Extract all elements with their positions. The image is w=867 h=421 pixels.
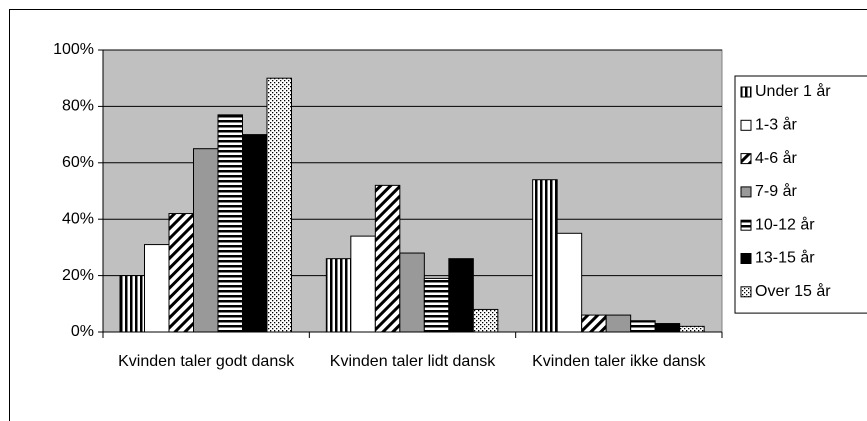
bar bbox=[532, 179, 558, 333]
bar bbox=[679, 325, 705, 333]
bar bbox=[630, 320, 656, 333]
bar bbox=[448, 258, 474, 333]
y-tick-label: 20% bbox=[62, 267, 94, 284]
bar bbox=[217, 114, 243, 333]
bar bbox=[168, 213, 194, 333]
legend-swatch bbox=[740, 186, 752, 198]
legend-label: 10-12 år bbox=[755, 215, 815, 233]
legend-label: 1-3 år bbox=[755, 116, 797, 134]
legend-swatch bbox=[740, 86, 752, 98]
bar bbox=[581, 314, 607, 333]
legend-swatch bbox=[740, 153, 752, 165]
legend-swatch bbox=[740, 119, 752, 131]
x-tick-label: Kvinden taler godt dansk bbox=[118, 353, 295, 370]
y-tick-label: 0% bbox=[71, 323, 94, 340]
bar bbox=[605, 314, 632, 333]
bar bbox=[654, 323, 681, 333]
legend-swatch bbox=[740, 253, 752, 264]
chart-frame bbox=[9, 9, 867, 421]
bar bbox=[556, 232, 583, 333]
x-tick-label: Kvinden taler lidt dansk bbox=[329, 353, 496, 370]
bar bbox=[119, 275, 145, 333]
bar bbox=[242, 134, 268, 333]
bar bbox=[374, 184, 401, 333]
y-tick-label: 60% bbox=[62, 154, 94, 171]
legend-label: Over 15 år bbox=[755, 282, 831, 300]
legend-label: 7-9 år bbox=[755, 182, 797, 200]
legend-label: 4-6 år bbox=[755, 149, 797, 167]
bar bbox=[193, 148, 219, 333]
legend bbox=[734, 75, 867, 314]
legend-swatch bbox=[740, 286, 752, 298]
bar bbox=[144, 244, 170, 333]
bar bbox=[423, 277, 450, 333]
y-tick-label: 40% bbox=[62, 210, 94, 227]
legend-label: 13-15 år bbox=[755, 249, 815, 267]
y-tick-label: 100% bbox=[53, 41, 94, 58]
x-tick-label: Kvinden taler ikke dansk bbox=[532, 353, 706, 370]
bar bbox=[325, 258, 352, 333]
legend-swatch bbox=[740, 219, 752, 231]
bar bbox=[350, 235, 376, 333]
y-tick-label: 80% bbox=[62, 98, 94, 115]
bar bbox=[472, 308, 499, 333]
bar bbox=[399, 252, 425, 333]
legend-label: Under 1 år bbox=[755, 82, 831, 100]
bar bbox=[266, 77, 292, 333]
